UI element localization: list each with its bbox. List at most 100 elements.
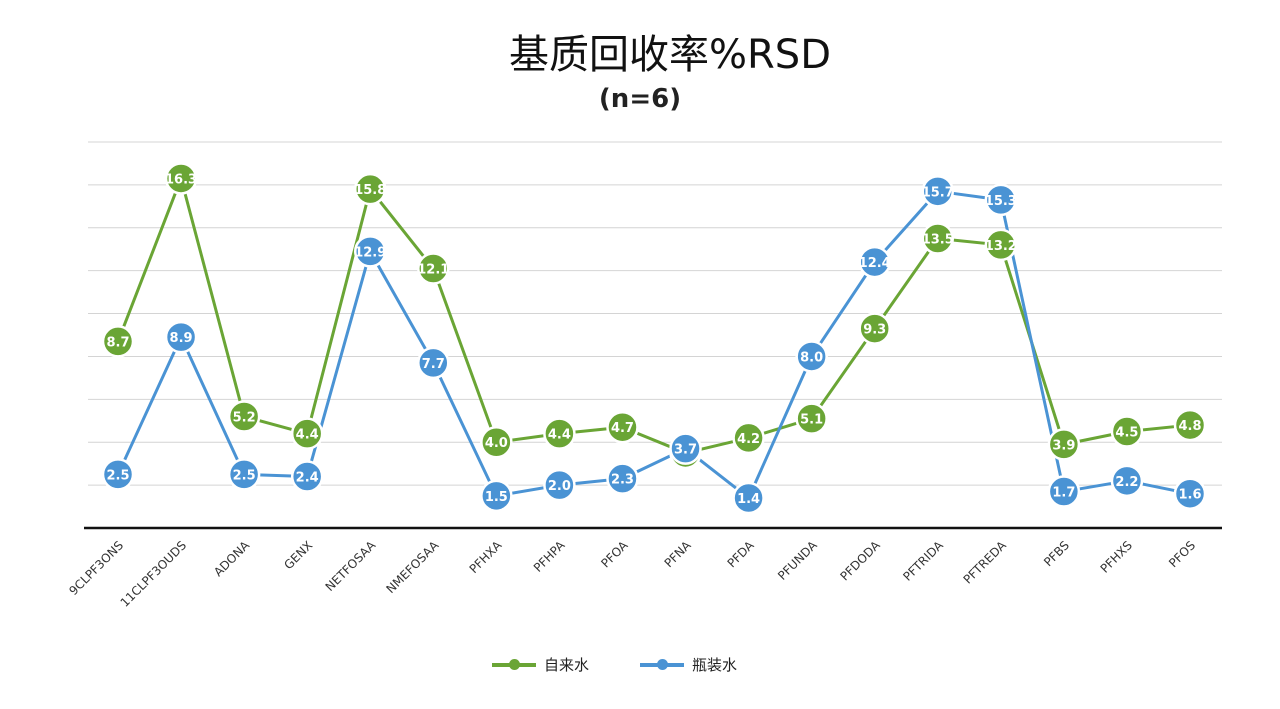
data-point: [1110, 464, 1144, 498]
legend-label-tapwater: 自来水: [544, 656, 590, 674]
chart-title: 基质回收率%RSD: [509, 32, 831, 78]
x-tick-label: ADONA: [211, 538, 253, 580]
data-point: [101, 458, 135, 491]
legend-swatch-tapwater: [492, 658, 536, 670]
legend-label-bottledwater: 瓶装水: [692, 656, 738, 674]
data-label: 15.7: [922, 185, 954, 200]
legend-item-tapwater: 自来水: [492, 654, 589, 675]
data-label: 5.1: [800, 413, 823, 428]
data-label: 3.9: [1052, 438, 1075, 453]
data-label: 2.2: [1115, 475, 1138, 490]
data-point: [101, 325, 135, 358]
data-point: [353, 172, 387, 206]
data-label: 12.4: [859, 256, 891, 271]
data-point: [164, 320, 198, 354]
data-label: 13.5: [922, 233, 954, 248]
data-label: 15.3: [985, 194, 1017, 209]
data-point: [353, 235, 387, 268]
data-point: [732, 481, 765, 515]
x-tick-label: NMEFOSAA: [384, 538, 442, 596]
data-point: [606, 462, 639, 495]
data-point: [921, 175, 955, 208]
data-label: 4.8: [1178, 419, 1201, 434]
data-label: 4.7: [611, 421, 634, 436]
data-label: 4.5: [1115, 426, 1138, 441]
data-label: 4.2: [737, 432, 760, 447]
data-label: 12.1: [417, 263, 449, 278]
data-point: [858, 312, 891, 345]
data-label: 2.5: [106, 468, 129, 483]
x-tick-label: PFHXA: [467, 538, 505, 576]
x-tick-label: GENX: [281, 538, 315, 572]
data-point: [543, 468, 576, 502]
data-point: [417, 346, 450, 380]
data-point: [480, 425, 513, 459]
data-label: 2.4: [296, 471, 319, 486]
data-point: [669, 432, 702, 465]
data-label: 2.3: [611, 473, 634, 488]
data-label: 16.3: [165, 172, 197, 187]
data-label: 4.4: [296, 428, 319, 443]
data-label: 3.7: [674, 443, 697, 458]
legend-item-bottledwater: 瓶装水: [640, 654, 737, 675]
data-point: [921, 222, 955, 255]
data-point: [1047, 475, 1081, 508]
data-label: 1.6: [1178, 488, 1201, 503]
data-label: 15.8: [354, 183, 386, 198]
x-tick-label: PFUNDA: [775, 538, 820, 583]
data-label: 4.0: [485, 436, 508, 451]
x-tick-label: PFDA: [725, 538, 758, 571]
data-point: [984, 228, 1018, 262]
data-point: [1110, 415, 1144, 448]
data-point: [984, 183, 1018, 217]
x-tick-label: PFHPA: [531, 538, 568, 575]
data-point: [480, 479, 513, 513]
data-point: [417, 252, 450, 285]
data-label: 7.7: [422, 357, 445, 372]
data-label: 1.4: [737, 492, 760, 507]
data-point: [732, 421, 765, 455]
data-point: [290, 460, 324, 493]
data-label: 1.7: [1052, 486, 1075, 501]
data-label: 8.9: [170, 331, 193, 346]
data-point: [290, 417, 324, 450]
data-label: 8.0: [800, 350, 823, 365]
legend: 自来水 瓶装水: [0, 654, 1280, 678]
data-point: [858, 245, 891, 279]
data-point: [164, 162, 198, 195]
series-line-0: [116, 176, 1191, 455]
data-point: [795, 402, 828, 435]
data-point: [606, 410, 639, 444]
data-label: 9.3: [863, 323, 886, 338]
data-label: 13.2: [985, 239, 1017, 254]
x-tick-label: 11CLPF3OUDS: [118, 538, 190, 610]
data-label: 1.5: [485, 490, 508, 505]
data-point: [227, 400, 261, 433]
x-tick-label: PFNA: [662, 538, 695, 571]
x-tick-label: PFOS: [1166, 538, 1198, 570]
data-point: [1173, 477, 1207, 510]
series-line-1: [116, 189, 1191, 500]
data-point: [227, 458, 261, 491]
x-tick-label: PFTREDA: [961, 538, 1010, 587]
data-label: 5.2: [233, 410, 256, 425]
data-label: 12.9: [354, 245, 386, 260]
data-point: [543, 417, 576, 450]
data-label: 4.4: [548, 428, 571, 443]
x-tick-label: PFDODA: [838, 538, 884, 584]
x-tick-label: PFBS: [1041, 538, 1072, 569]
data-point: [1047, 428, 1081, 461]
data-point: [1173, 408, 1207, 442]
data-label: 2.0: [548, 479, 571, 494]
x-tick-label: 9CLPF3ONS: [66, 538, 126, 598]
x-tick-label: PFHXS: [1098, 538, 1135, 575]
data-label: 2.5: [233, 468, 256, 483]
x-tick-label: PFTRIDA: [900, 538, 946, 584]
x-tick-label: PFOA: [598, 538, 631, 571]
data-label: 8.7: [106, 335, 129, 350]
x-tick-label: NETFOSAA: [323, 538, 379, 594]
legend-swatch-bottledwater: [640, 658, 684, 670]
data-point: [795, 340, 828, 373]
chart-subtitle: (n=6): [598, 84, 682, 114]
